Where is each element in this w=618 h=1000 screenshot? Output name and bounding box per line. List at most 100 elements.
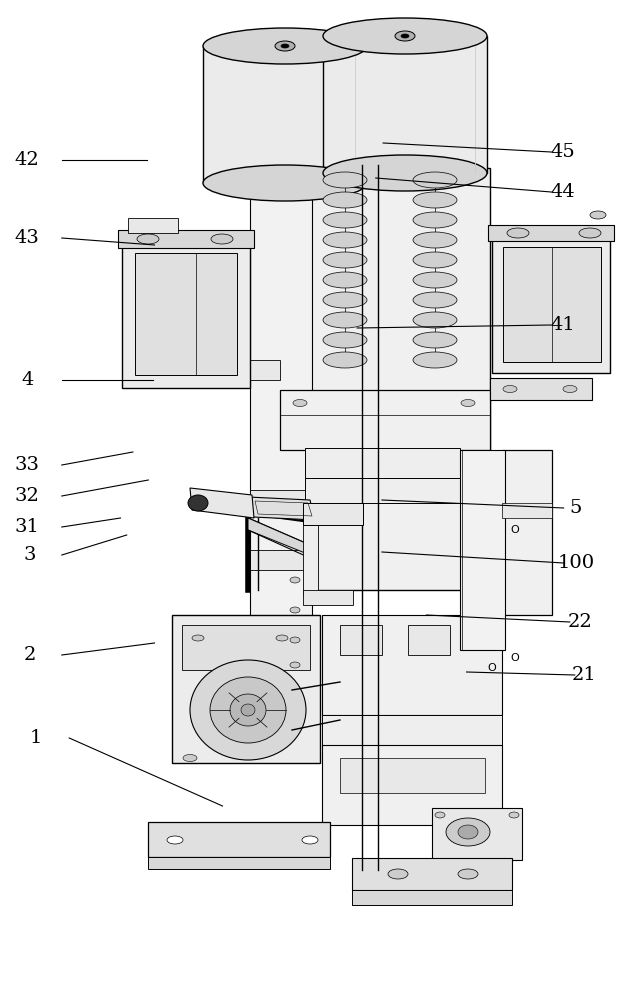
- Ellipse shape: [461, 399, 475, 406]
- Text: 41: 41: [550, 316, 575, 334]
- Bar: [408, 625, 450, 655]
- Ellipse shape: [446, 818, 490, 846]
- Bar: [322, 745, 502, 825]
- Text: O: O: [510, 653, 519, 663]
- Ellipse shape: [413, 292, 457, 308]
- Bar: [148, 822, 330, 857]
- Bar: [250, 490, 312, 508]
- Bar: [502, 450, 552, 615]
- Text: 45: 45: [550, 143, 575, 161]
- Ellipse shape: [290, 607, 300, 613]
- Bar: [250, 170, 312, 620]
- Ellipse shape: [503, 385, 517, 392]
- Ellipse shape: [192, 635, 204, 641]
- Ellipse shape: [413, 332, 457, 348]
- Bar: [490, 378, 592, 400]
- Ellipse shape: [323, 312, 367, 328]
- Ellipse shape: [323, 332, 367, 348]
- Bar: [303, 590, 353, 605]
- Bar: [322, 715, 502, 745]
- Bar: [432, 808, 522, 860]
- Ellipse shape: [590, 211, 606, 219]
- Bar: [305, 448, 460, 478]
- Text: 42: 42: [15, 151, 40, 169]
- Ellipse shape: [230, 694, 266, 726]
- Bar: [128, 218, 178, 233]
- Ellipse shape: [509, 812, 519, 818]
- Ellipse shape: [210, 677, 286, 743]
- Text: 3: 3: [23, 546, 36, 564]
- Ellipse shape: [413, 312, 457, 328]
- Ellipse shape: [203, 165, 367, 201]
- Bar: [322, 615, 502, 715]
- Ellipse shape: [241, 704, 255, 716]
- Ellipse shape: [190, 660, 306, 760]
- Ellipse shape: [579, 228, 601, 238]
- Ellipse shape: [188, 495, 208, 511]
- Ellipse shape: [137, 234, 159, 244]
- Bar: [148, 857, 330, 869]
- Ellipse shape: [323, 172, 367, 188]
- Ellipse shape: [395, 31, 415, 41]
- Polygon shape: [248, 497, 315, 520]
- Ellipse shape: [276, 635, 288, 641]
- Text: 2: 2: [23, 646, 36, 664]
- Bar: [303, 525, 318, 595]
- Text: 4: 4: [21, 371, 33, 389]
- Ellipse shape: [413, 232, 457, 248]
- Ellipse shape: [290, 637, 300, 643]
- Ellipse shape: [275, 41, 295, 51]
- Ellipse shape: [203, 28, 367, 64]
- Ellipse shape: [413, 172, 457, 188]
- Bar: [135, 253, 237, 375]
- Text: 21: 21: [572, 666, 596, 684]
- Ellipse shape: [323, 352, 367, 368]
- Text: O: O: [487, 663, 496, 673]
- Ellipse shape: [458, 869, 478, 879]
- Bar: [340, 625, 382, 655]
- Text: 44: 44: [550, 183, 575, 201]
- Ellipse shape: [290, 577, 300, 583]
- Polygon shape: [190, 488, 254, 518]
- Ellipse shape: [413, 192, 457, 208]
- Bar: [203, 46, 367, 183]
- Text: O: O: [510, 525, 519, 535]
- Ellipse shape: [293, 399, 307, 406]
- Bar: [340, 758, 485, 793]
- Text: 33: 33: [15, 456, 40, 474]
- Bar: [488, 225, 614, 241]
- Bar: [280, 390, 490, 450]
- Bar: [352, 890, 512, 905]
- Ellipse shape: [290, 662, 300, 668]
- Ellipse shape: [323, 232, 367, 248]
- Ellipse shape: [323, 18, 487, 54]
- Ellipse shape: [302, 836, 318, 844]
- Bar: [250, 550, 312, 570]
- Bar: [122, 240, 250, 388]
- Bar: [310, 168, 490, 590]
- Ellipse shape: [183, 754, 197, 762]
- Ellipse shape: [323, 192, 367, 208]
- Ellipse shape: [458, 825, 478, 839]
- Ellipse shape: [507, 228, 529, 238]
- Ellipse shape: [388, 869, 408, 879]
- Text: 43: 43: [15, 229, 40, 247]
- Ellipse shape: [413, 212, 457, 228]
- Text: 22: 22: [567, 613, 592, 631]
- Bar: [182, 625, 310, 670]
- Ellipse shape: [323, 155, 487, 191]
- Ellipse shape: [211, 234, 233, 244]
- Ellipse shape: [413, 252, 457, 268]
- Bar: [303, 503, 363, 525]
- Text: 31: 31: [15, 518, 40, 536]
- Ellipse shape: [563, 385, 577, 392]
- Bar: [352, 858, 512, 890]
- Text: 100: 100: [557, 554, 595, 572]
- Bar: [305, 478, 460, 503]
- Bar: [460, 450, 505, 650]
- Bar: [250, 360, 280, 380]
- Ellipse shape: [167, 836, 183, 844]
- Ellipse shape: [413, 272, 457, 288]
- Polygon shape: [248, 518, 310, 555]
- Ellipse shape: [435, 812, 445, 818]
